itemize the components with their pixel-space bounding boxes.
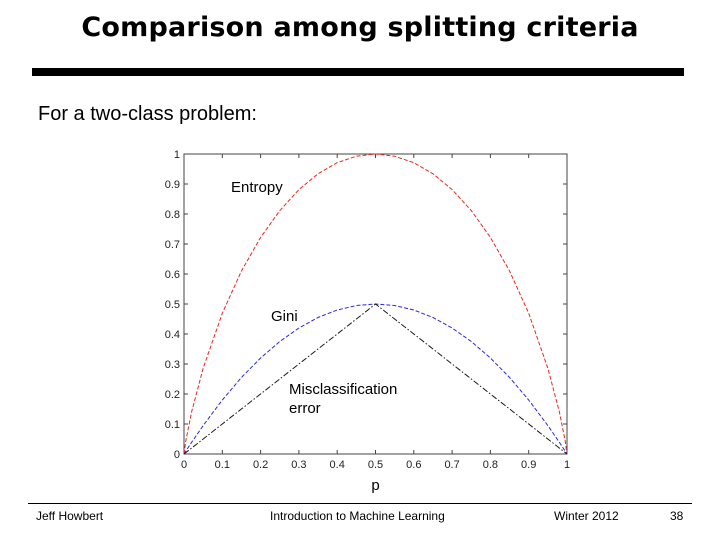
x-tick-label: 0.3 (291, 459, 306, 471)
axis-ticks: 0 0.1 0.2 0.3 0.4 0.5 0.6 0.7 0.8 0.9 1 0 0.1 0.2 0.3 0… (165, 149, 570, 471)
y-tick-label: 0.8 (165, 209, 180, 221)
misclassification-curve (183, 303, 568, 455)
slide-title: Comparison among splitting criteria (81, 12, 639, 43)
y-tick-label: 0 (174, 449, 180, 461)
footer-term: Winter 2012 (554, 509, 619, 523)
x-axis-title: p (371, 477, 379, 494)
chart-labels: Entropy Gini Misclassification error p (231, 179, 397, 494)
series-lines (183, 153, 568, 455)
y-tick-label: 0.2 (165, 389, 180, 401)
x-tick-label: 0.7 (444, 459, 459, 471)
x-tick-label: 0.2 (253, 459, 268, 471)
footer-divider (28, 503, 692, 504)
gini-label: Gini (271, 308, 298, 325)
x-tick-label: 1 (564, 459, 570, 471)
title-underline (32, 68, 684, 76)
slide-subtitle: For a two-class problem: (38, 103, 257, 125)
y-tick-label: 0.6 (165, 269, 180, 281)
x-tick-label: 0.4 (330, 459, 345, 471)
footer-author: Jeff Howbert (36, 509, 104, 523)
x-tick-label: 0.8 (483, 459, 498, 471)
footer-page-number: 38 (670, 509, 684, 523)
entropy-label: Entropy (231, 179, 283, 196)
splitting-criteria-chart: 0 0.1 0.2 0.3 0.4 0.5 0.6 0.7 0.8 0.9 1 0 0.1 0.2 0.3 0… (165, 149, 570, 494)
misclassification-label: Misclassification (289, 381, 397, 398)
x-tick-label: 0.9 (521, 459, 536, 471)
x-tick-label: 0.6 (406, 459, 421, 471)
footer-course: Introduction to Machine Learning (270, 509, 445, 523)
x-tick-label: 0.1 (215, 459, 230, 471)
entropy-curve (183, 153, 568, 455)
y-tick-label: 1 (174, 149, 180, 161)
y-tick-label: 0.4 (165, 329, 180, 341)
x-tick-label: 0.5 (368, 459, 383, 471)
y-tick-label: 0.9 (165, 179, 180, 191)
y-tick-label: 0.1 (165, 419, 180, 431)
y-tick-label: 0.3 (165, 359, 180, 371)
y-tick-label: 0.7 (165, 239, 180, 251)
x-tick-label: 0 (181, 459, 187, 471)
y-tick-label: 0.5 (165, 299, 180, 311)
misclassification-label-error: error (289, 400, 321, 417)
